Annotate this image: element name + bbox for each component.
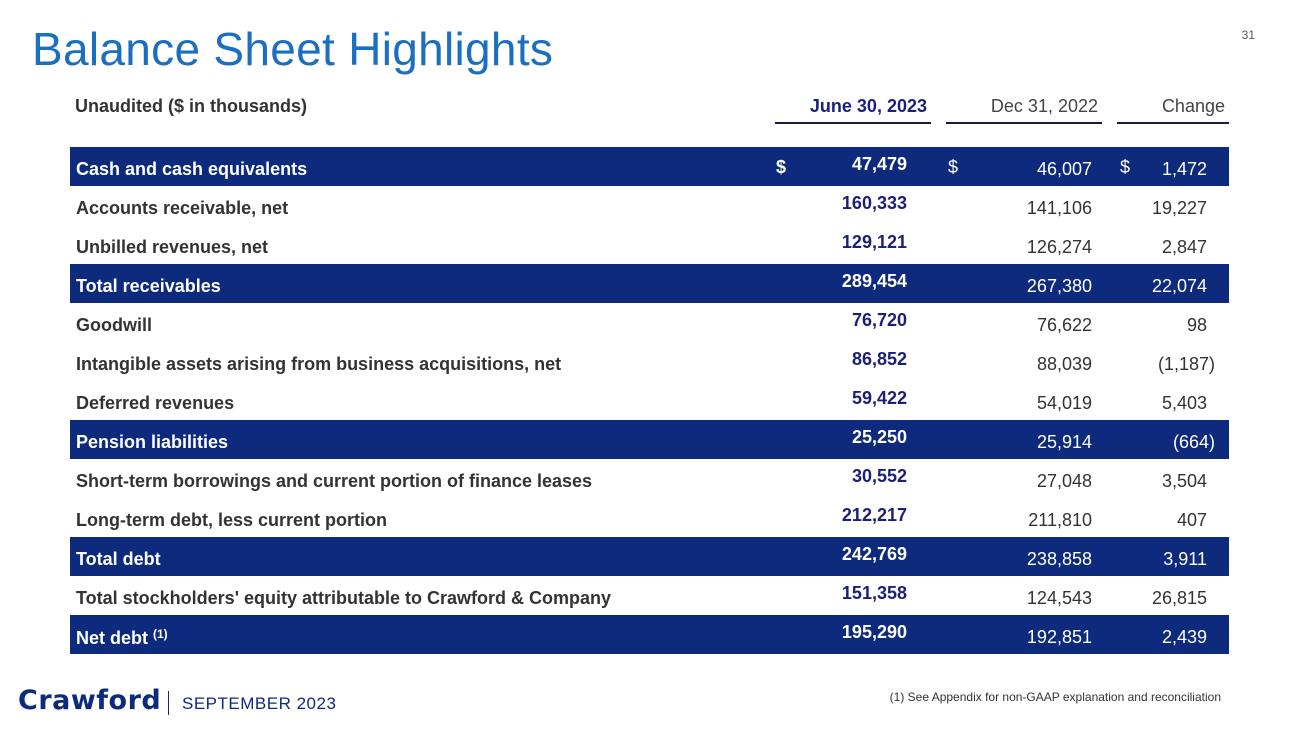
value-dec-2022: 211,810 xyxy=(1028,510,1092,530)
table-header-label: Unaudited ($ in thousands) xyxy=(75,96,307,116)
value-dec-2022: 54,019 xyxy=(1036,393,1092,413)
value-dec-2022: 27,048 xyxy=(1036,471,1092,491)
value-dec-2022: 192,851 xyxy=(1026,627,1092,647)
column-header-dec-2022: Dec 31, 2022 xyxy=(946,96,1102,124)
value-june-2023: 59,422 xyxy=(851,388,907,408)
row-label: Intangible assets arising from business … xyxy=(76,354,562,374)
value-june-2023: 195,290 xyxy=(841,622,907,642)
row-label: Unbilled revenues, net xyxy=(76,237,269,257)
value-june-2023: 160,333 xyxy=(841,193,907,213)
value-june-2023: 30,552 xyxy=(851,466,907,486)
row-label: Cash and cash equivalents xyxy=(76,159,308,179)
value-change: 3,911 xyxy=(1163,549,1207,569)
value-change: 2,847 xyxy=(1161,237,1207,257)
value-dec-2022: 124,543 xyxy=(1026,588,1092,608)
row-label: Total debt xyxy=(76,549,161,569)
table-row: Accounts receivable, net 160,333 141,106 19… xyxy=(70,186,1229,225)
value-june-2023: 47,479 xyxy=(851,154,907,174)
table-row: Goodwill 76,720 76,622 98 xyxy=(70,303,1229,342)
value-june-2023: 25,250 xyxy=(851,427,907,447)
value-dec-2022: 267,380 xyxy=(1026,276,1092,296)
value-dec-2022: 126,274 xyxy=(1026,237,1092,257)
table-row: Unbilled revenues, net 129,121 126,274 2,84… xyxy=(70,225,1229,264)
value-dec-2022: 76,622 xyxy=(1036,315,1092,335)
row-label: Accounts receivable, net xyxy=(76,198,289,218)
value-change: (664) xyxy=(1172,432,1215,452)
table-row: Net debt (1) 195,290 192,851 2,439 xyxy=(70,615,1229,654)
crawford-logo: Crawford xyxy=(18,685,162,716)
value-june-2023: 289,454 xyxy=(841,271,907,291)
currency-symbol: $ xyxy=(948,157,959,177)
value-june-2023: 242,769 xyxy=(841,544,907,564)
column-header-june-2023: June 30, 2023 xyxy=(775,96,931,124)
table-row: Total debt 242,769 238,858 3,911 xyxy=(70,537,1229,576)
value-dec-2022: 46,007 xyxy=(1036,159,1092,179)
currency-symbol: $ xyxy=(776,157,787,177)
currency-symbol: $ xyxy=(1120,157,1131,177)
footer-divider xyxy=(168,691,169,715)
column-header-change: Change xyxy=(1117,96,1229,124)
row-label: Total stockholders' equity attributable … xyxy=(76,588,611,608)
value-change: 19,227 xyxy=(1151,198,1207,218)
value-change: 2,439 xyxy=(1161,627,1207,647)
value-change: 1,472 xyxy=(1161,159,1207,179)
table-row: Pension liabilities 25,250 25,914 (664) xyxy=(70,420,1229,459)
footer-date: SEPTEMBER 2023 xyxy=(182,694,337,713)
value-dec-2022: 141,106 xyxy=(1026,198,1092,218)
table-row: Long-term debt, less current portion 212,… xyxy=(70,498,1229,537)
table-row: Short-term borrowings and current portio… xyxy=(70,459,1229,498)
page-number: 31 xyxy=(1241,28,1255,42)
row-label: Short-term borrowings and current portio… xyxy=(76,471,593,491)
value-change: 22,074 xyxy=(1151,276,1207,296)
table-row: Total stockholders' equity attributable … xyxy=(70,576,1229,615)
footnote: (1) See Appendix for non-GAAP explanatio… xyxy=(889,690,1221,704)
value-change: 26,815 xyxy=(1151,588,1207,608)
row-label: Deferred revenues xyxy=(76,393,235,413)
value-june-2023: 86,852 xyxy=(851,349,907,369)
value-change: (1,187) xyxy=(1157,354,1215,374)
value-change: 98 xyxy=(1186,315,1207,335)
value-dec-2022: 25,914 xyxy=(1036,432,1092,452)
row-label: Net debt (1) xyxy=(76,627,168,648)
footnote-marker: (1) xyxy=(153,627,168,641)
value-june-2023: 129,121 xyxy=(841,232,907,252)
row-label: Total receivables xyxy=(76,276,221,296)
row-label: Goodwill xyxy=(76,315,152,335)
table-row: Total receivables 289,454 267,380 22,074 xyxy=(70,264,1229,303)
value-june-2023: 212,217 xyxy=(841,505,907,525)
value-june-2023: 76,720 xyxy=(851,310,907,330)
table-row: Deferred revenues 59,422 54,019 5,403 xyxy=(70,381,1229,420)
row-label: Pension liabilities xyxy=(76,432,229,452)
balance-sheet-table: Cash and cash equivalents $ $ $47,479 46,007… xyxy=(70,147,1229,654)
value-dec-2022: 88,039 xyxy=(1036,354,1092,374)
value-change: 3,504 xyxy=(1161,471,1207,491)
table-row: Intangible assets arising from business … xyxy=(70,342,1229,381)
row-label: Long-term debt, less current portion xyxy=(76,510,388,530)
value-change: 5,403 xyxy=(1161,393,1207,413)
value-june-2023: 151,358 xyxy=(841,583,907,603)
table-row: Cash and cash equivalents $ $ $47,479 46,007… xyxy=(70,147,1229,186)
page-title: Balance Sheet Highlights xyxy=(32,23,554,75)
value-dec-2022: 238,858 xyxy=(1026,549,1092,569)
value-change: 407 xyxy=(1176,510,1207,530)
